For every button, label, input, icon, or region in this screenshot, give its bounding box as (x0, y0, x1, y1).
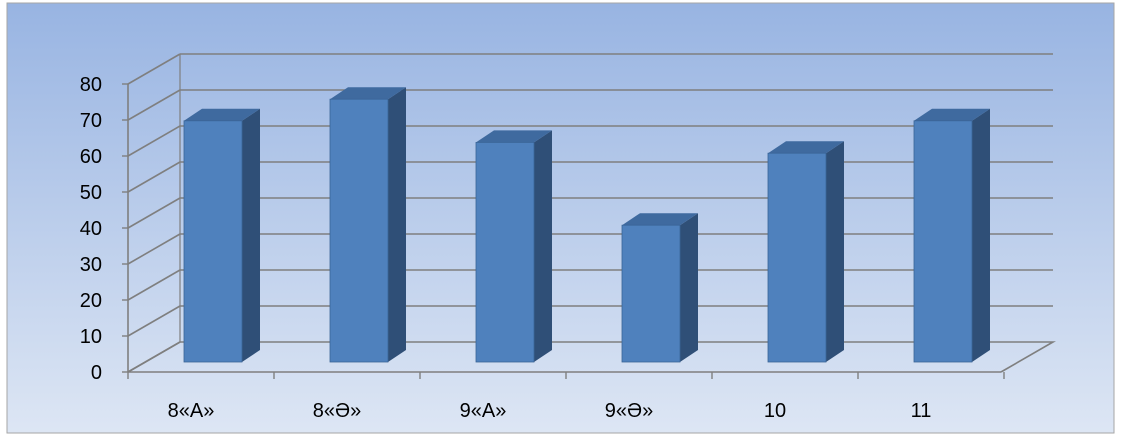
bars (183, 87, 990, 363)
bar-4 (767, 141, 844, 363)
side-gridline-40 (127, 197, 181, 229)
bar-front (621, 224, 681, 363)
y-tick-label: 70 (80, 110, 102, 132)
x-tick-label: 8«А» (168, 400, 215, 422)
bar-side (972, 108, 990, 362)
bar-top (914, 108, 990, 121)
x-tick-label: 9«А» (460, 400, 507, 422)
bar-top (184, 108, 260, 121)
side-gridline-10 (127, 305, 181, 337)
y-tick-label: 10 (80, 326, 102, 348)
bar-side (242, 108, 260, 362)
bar-front (183, 120, 243, 363)
bar-2 (475, 130, 552, 363)
side-gridline-50 (127, 161, 181, 193)
bar-top (622, 213, 698, 226)
y-tick-label: 80 (80, 74, 102, 96)
bar-1 (329, 87, 406, 363)
bar-top (476, 130, 552, 143)
y-tick-label: 40 (80, 218, 102, 240)
axes (122, 54, 1056, 379)
y-tick-label: 30 (80, 254, 102, 276)
bar-3 (621, 213, 698, 363)
y-tick-label: 20 (80, 290, 102, 312)
x-tick-label: 8«Ә» (313, 400, 361, 422)
bar-0 (183, 108, 260, 363)
x-tick-label: 9«Ә» (605, 400, 653, 422)
bar-side (388, 87, 406, 362)
bar-front (329, 98, 389, 363)
bar-side (680, 213, 698, 362)
bar-front (913, 120, 973, 363)
bar-top (768, 141, 844, 154)
bar-front (475, 141, 535, 363)
floor-outline (127, 341, 1056, 373)
bar-5 (913, 108, 990, 363)
y-tick-label: 50 (80, 182, 102, 204)
bar-side (826, 141, 844, 362)
side-gridline-20 (127, 269, 181, 301)
bar-top (330, 87, 406, 100)
x-tick-label: 11 (911, 400, 932, 422)
axis-labels: 0 10 20 30 40 50 60 70 80 8«А» 8«Ә» 9«А» 9«Ә» 10 11 (80, 74, 932, 422)
side-gridline-30 (127, 233, 181, 265)
x-tick-label: 10 (764, 400, 786, 422)
bar-front (767, 152, 827, 363)
side-gridline-60 (127, 125, 181, 157)
side-gridline-80 (127, 53, 181, 85)
y-tick-label: 60 (80, 146, 102, 168)
bar-side (534, 130, 552, 362)
side-gridline-70 (127, 89, 181, 121)
y-tick-label: 0 (91, 362, 102, 384)
